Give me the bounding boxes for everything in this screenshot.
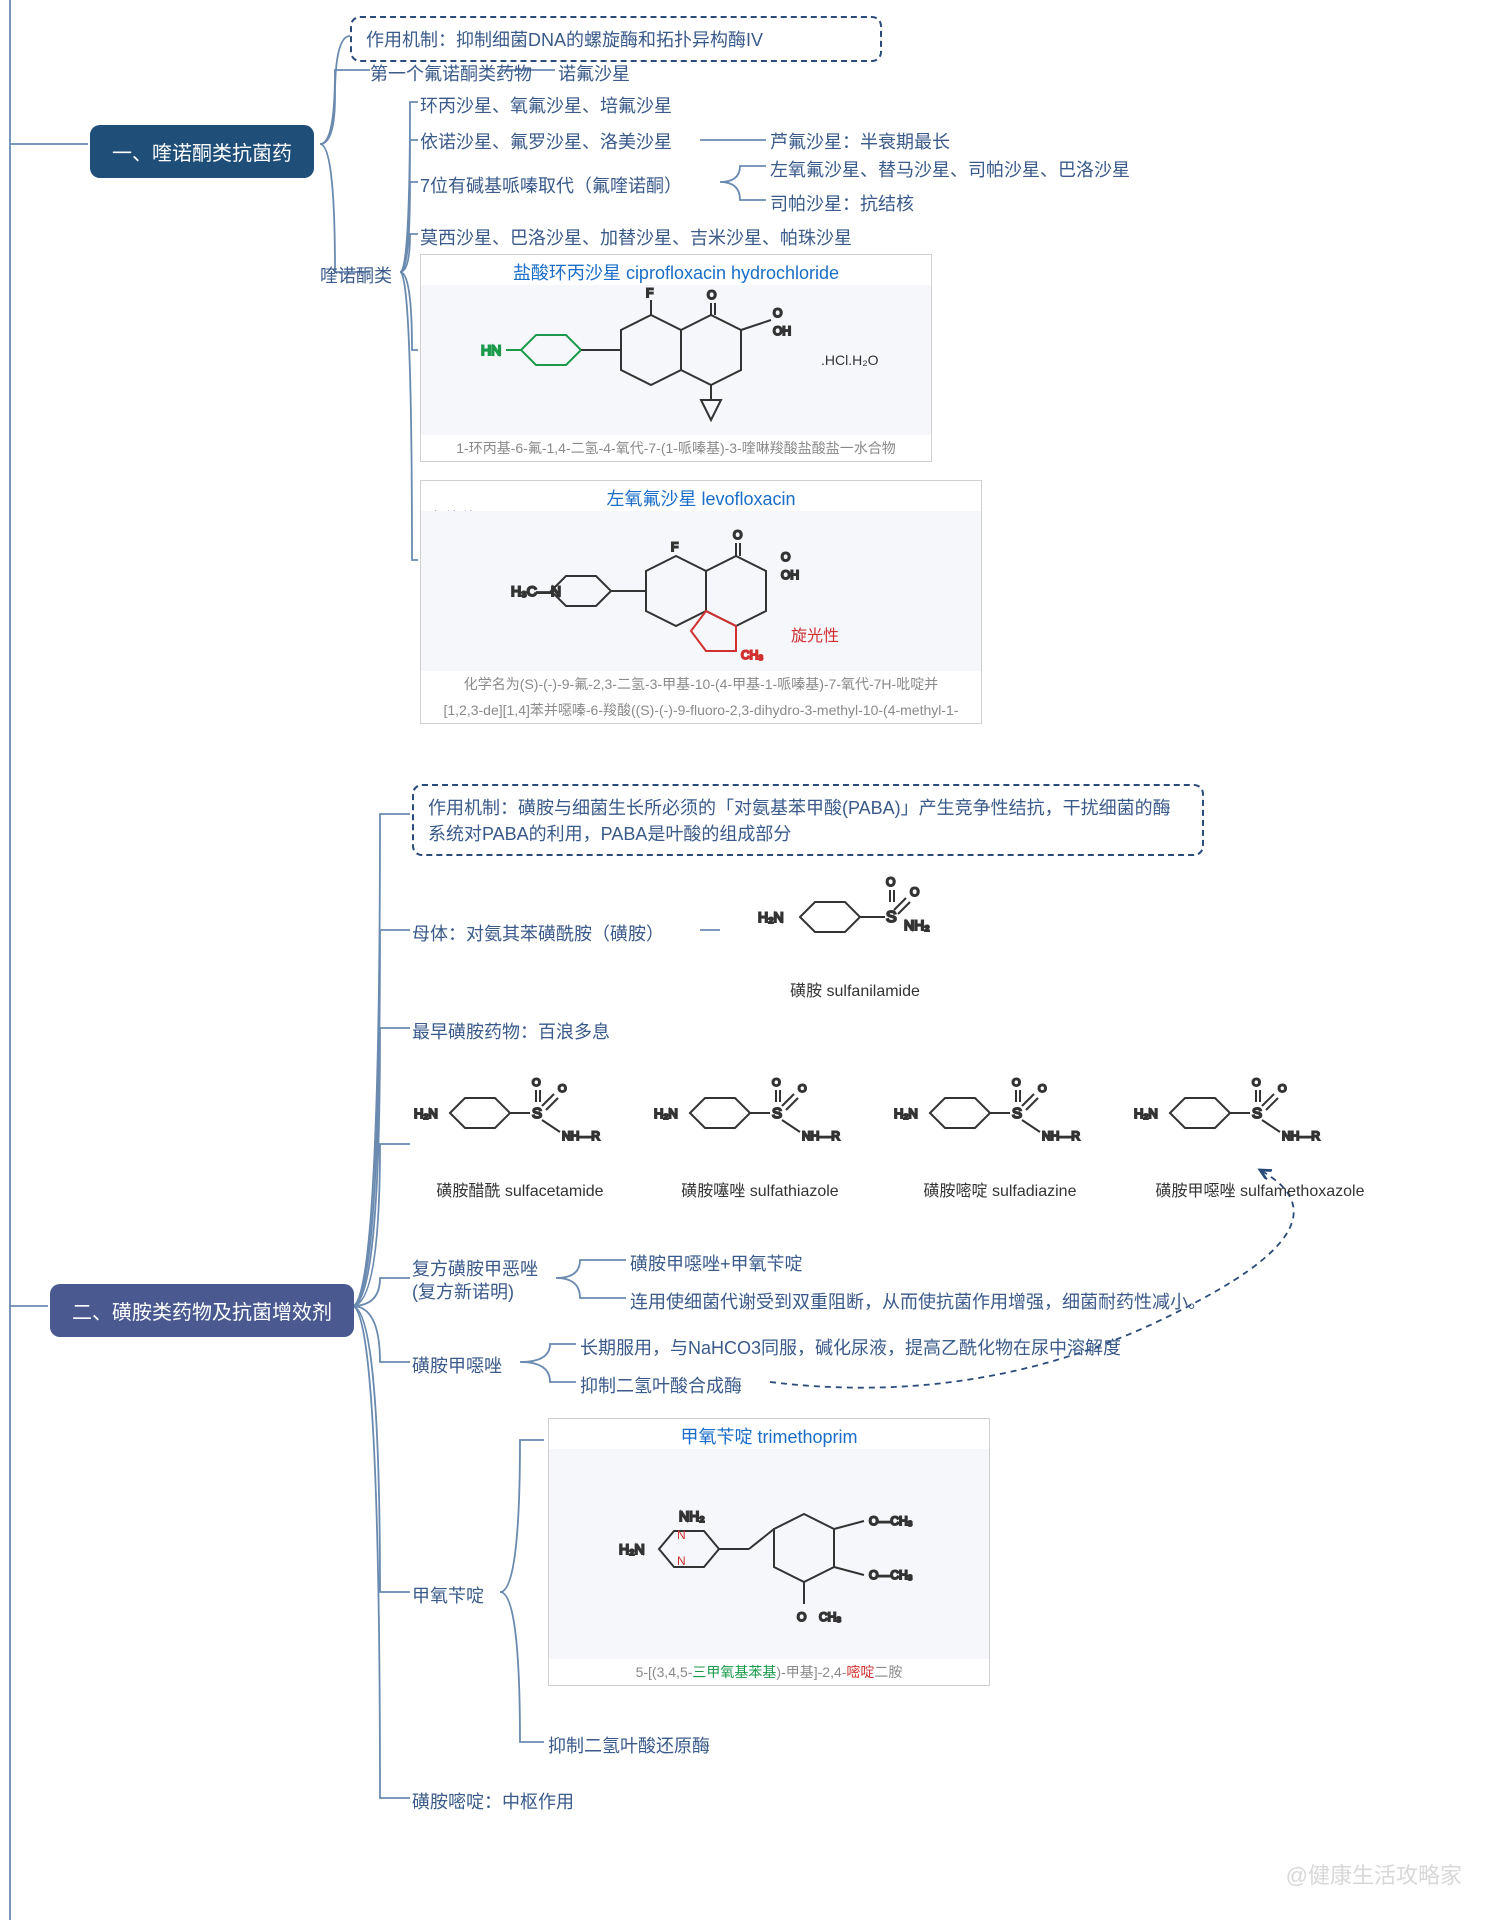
chem-foot: 5-[(3,4,5-三甲氧基苯基)-甲基]-2,4-嘧啶二胺 — [549, 1659, 989, 1685]
svg-text:O—CH₃: O—CH₃ — [869, 1514, 913, 1528]
cipro-structure-svg: HN F O O OH .HCl.H₂O — [421, 285, 931, 435]
svg-text:O: O — [910, 885, 919, 899]
svg-text:旋光性: 旋光性 — [791, 627, 839, 645]
svg-text:H₂N: H₂N — [894, 1106, 918, 1121]
chem-foot: 1-环丙基-6-氟-1,4-二氢-4-氧代-7-(1-哌嗪基)-3-喹啉羧酸盐酸… — [421, 435, 931, 461]
r2-tmp-s0: 抑制二氢叶酸还原酶 — [548, 1732, 710, 1758]
svg-text:F: F — [646, 286, 653, 300]
q-row1: 依诺沙星、氟罗沙星、洛美沙星 — [420, 128, 672, 154]
svg-text:H₂N: H₂N — [619, 1541, 645, 1557]
svg-text:NH—R: NH—R — [1282, 1129, 1320, 1143]
svg-text:CH₃: CH₃ — [741, 648, 763, 662]
root-sulfonamides[interactable]: 二、磺胺类药物及抗菌增效剂 — [50, 1284, 354, 1337]
svg-text:S: S — [886, 909, 897, 926]
r2-cotrim: 复方磺胺甲恶唑 (复方新诺明) — [412, 1258, 538, 1305]
svg-text:H₂N: H₂N — [414, 1106, 438, 1121]
chem-trimethoprim: 甲氧苄啶 trimethoprim H₂N NH₂ O—CH₃ O—CH₃ OC… — [548, 1418, 990, 1686]
chem-title: 盐酸环丙沙星 ciprofloxacin hydrochloride — [421, 255, 931, 285]
svg-text:NH₂: NH₂ — [679, 1508, 705, 1524]
sulfa-svg: H₂N S O O NH₂ — [720, 862, 990, 972]
svg-text:NH—R: NH—R — [1042, 1129, 1080, 1143]
r2-smz: 磺胺甲噁唑 — [412, 1352, 502, 1378]
svg-text:O: O — [1252, 1077, 1261, 1089]
r2-parent: 母体：对氨其苯磺酰胺（磺胺） — [412, 920, 664, 946]
svg-text:HN: HN — [481, 342, 501, 358]
watermark: @健康生活攻略家 — [1286, 1858, 1462, 1890]
svg-text:OH: OH — [773, 324, 791, 338]
r2-mechanism: 作用机制：磺胺与细菌生长所必须的「对氨基苯甲酸(PABA)」产生竞争性结抗，干扰… — [412, 784, 1204, 856]
r2-cotrim-s1: 连用使细菌代谢受到双重阻断，从而使抗菌作用增强，细菌耐药性减小。 — [630, 1288, 1450, 1314]
r1-first-drug: 第一个氟诺酮类药物 — [370, 60, 532, 86]
svg-text:O: O — [886, 875, 895, 889]
q-row2-sub1: 司帕沙星：抗结核 — [770, 190, 914, 216]
compound-磺胺醋酰: H₂NSOONH—R磺胺醋酰 sulfacetamide — [410, 1058, 630, 1201]
r2-smz-s0: 长期服用，与NaHCO3同服，碱化尿液，提高乙酰化物在尿中溶解度 — [580, 1334, 1121, 1360]
svg-text:O: O — [532, 1077, 541, 1089]
svg-text:O: O — [733, 528, 742, 542]
svg-text:O: O — [798, 1083, 807, 1095]
svg-text:.HCl.H₂O: .HCl.H₂O — [821, 352, 879, 368]
r2-tmp: 甲氧苄啶 — [412, 1582, 484, 1608]
svg-text:H₂N: H₂N — [654, 1106, 678, 1121]
svg-text:N: N — [677, 1554, 686, 1568]
svg-text:N: N — [677, 1528, 686, 1542]
svg-text:O: O — [558, 1083, 567, 1095]
q-row2-sub0: 左氧氟沙星、替马沙星、司帕沙星、巴洛沙星 — [770, 156, 1130, 182]
svg-text:O: O — [1012, 1077, 1021, 1089]
tmp-svg: H₂N NH₂ O—CH₃ O—CH₃ O CH₃ N N — [549, 1449, 989, 1659]
svg-text:H₂N: H₂N — [1134, 1106, 1158, 1121]
compound-磺胺噻唑: H₂NSOONH—R磺胺噻唑 sulfathiazole — [650, 1058, 870, 1201]
chem-sulfanilamide: H₂N S O O NH₂ 磺胺 sulfanilamide — [720, 862, 990, 1001]
svg-text:OH: OH — [781, 568, 799, 582]
svg-text:O: O — [773, 306, 782, 320]
r1-quinolones: 喹诺酮类 — [320, 262, 392, 288]
svg-text:O: O — [707, 288, 716, 302]
r2-smp: 磺胺嘧啶：中枢作用 — [412, 1788, 574, 1814]
svg-text:O: O — [772, 1077, 781, 1089]
r1-mechanism: 作用机制：抑制细菌DNA的螺旋酶和拓扑异构酶IV — [350, 16, 882, 62]
compound-磺胺嘧啶: H₂NSOONH—R磺胺嘧啶 sulfadiazine — [890, 1058, 1110, 1201]
r1-first-leaf: 诺氟沙星 — [558, 60, 630, 86]
sulfa-label: 磺胺 sulfanilamide — [720, 977, 990, 1001]
svg-text:H₃C—N: H₃C—N — [511, 583, 561, 599]
chem-foot1: 化学名为(S)-(-)-9-氟-2,3-二氢-3-甲基-10-(4-甲基-1-哌… — [421, 671, 981, 697]
svg-text:S: S — [772, 1105, 782, 1122]
chem-title: 甲氧苄啶 trimethoprim — [549, 1419, 989, 1449]
r2-earliest: 最早磺胺药物：百浪多息 — [412, 1018, 610, 1044]
mindmap-canvas: 一、喹诺酮类抗菌药 作用机制：抑制细菌DNA的螺旋酶和拓扑异构酶IV 第一个氟诺… — [0, 0, 1492, 1920]
svg-text:O: O — [1278, 1083, 1287, 1095]
root-quinolones[interactable]: 一、喹诺酮类抗菌药 — [90, 125, 314, 178]
svg-text:NH—R: NH—R — [802, 1129, 840, 1143]
r2-smz-s1: 抑制二氢叶酸合成酶 — [580, 1372, 742, 1398]
chem-ciprofloxacin: 盐酸环丙沙星 ciprofloxacin hydrochloride HN F … — [420, 254, 932, 462]
svg-text:H₂N: H₂N — [758, 909, 784, 925]
svg-text:CH₃: CH₃ — [819, 1610, 841, 1624]
svg-text:S: S — [1252, 1105, 1262, 1122]
svg-text:O: O — [1038, 1083, 1047, 1095]
svg-text:NH₂: NH₂ — [904, 917, 930, 933]
chem-levofloxacin: 左氧氟沙星 levofloxacin 左旋体 H₃C—N F O OOH CH₃ — [420, 480, 982, 724]
r2-cotrim-s0: 磺胺甲噁唑+甲氧苄啶 — [630, 1250, 803, 1276]
svg-text:S: S — [532, 1105, 542, 1122]
q-row3: 莫西沙星、巴洛沙星、加替沙星、吉米沙星、帕珠沙星 — [420, 224, 852, 250]
q-row0: 环丙沙星、氧氟沙星、培氟沙星 — [420, 92, 672, 118]
svg-text:O: O — [781, 550, 790, 564]
levo-structure-svg: H₃C—N F O O OH CH₃ 旋光性 — [421, 511, 981, 671]
root-label: 二、磺胺类药物及抗菌增效剂 — [72, 1302, 332, 1324]
chem-foot2: [1,2,3-de][1,4]苯并噁嗪-6-羧酸((S)-(-)-9-fluor… — [421, 697, 981, 723]
svg-text:F: F — [671, 540, 678, 554]
svg-text:NH—R: NH—R — [562, 1129, 600, 1143]
svg-text:O: O — [797, 1610, 806, 1624]
svg-text:S: S — [1012, 1105, 1022, 1122]
q-row1-leaf: 芦氟沙星：半衰期最长 — [770, 128, 950, 154]
chem-title: 左氧氟沙星 levofloxacin — [421, 481, 981, 511]
q-row2: 7位有碱基哌嗪取代（氟喹诺酮） — [420, 172, 682, 198]
root-label: 一、喹诺酮类抗菌药 — [112, 143, 292, 165]
compound-磺胺甲噁唑: H₂NSOONH—R磺胺甲噁唑 sulfamethoxazole — [1130, 1058, 1390, 1201]
svg-text:O—CH₃: O—CH₃ — [869, 1568, 913, 1582]
